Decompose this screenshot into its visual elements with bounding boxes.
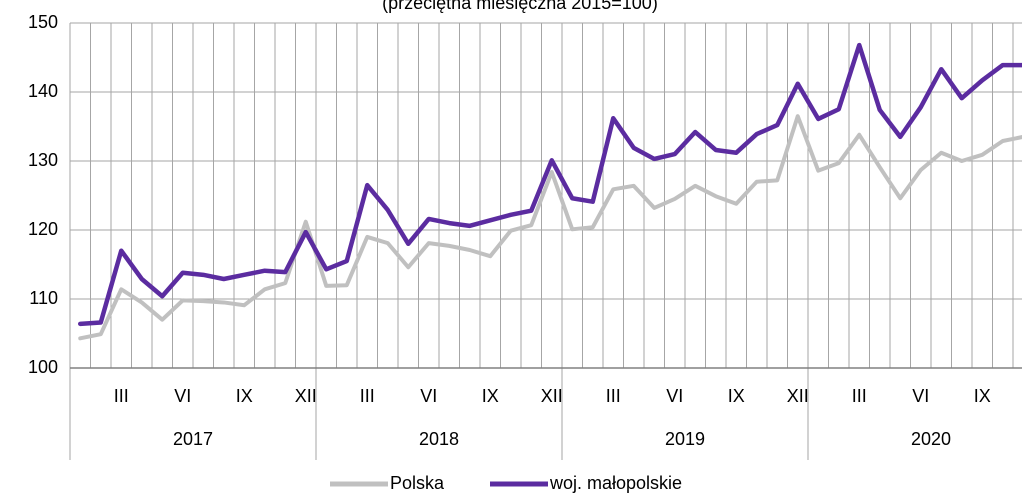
x-tick-label: III [360, 386, 375, 406]
x-tick-label: XII [295, 386, 317, 406]
x-tick-label: III [852, 386, 867, 406]
x-tick-label: III [606, 386, 621, 406]
x-tick-label: XII [787, 386, 809, 406]
y-tick-label: 100 [28, 357, 58, 377]
x-tick-label: VI [420, 386, 437, 406]
y-tick-label: 110 [29, 288, 58, 308]
x-tick-label: IX [482, 386, 499, 406]
y-tick-label: 130 [28, 150, 58, 170]
year-label: 2020 [911, 429, 951, 449]
x-tick-label: VI [174, 386, 191, 406]
x-tick-label: IX [728, 386, 745, 406]
year-label: 2018 [419, 429, 459, 449]
x-tick-label: VI [666, 386, 683, 406]
y-tick-label: 150 [28, 12, 58, 32]
series-line [78, 42, 1022, 327]
x-tick-label: XII [541, 386, 563, 406]
y-tick-label: 140 [28, 81, 58, 101]
x-tick-label: IX [236, 386, 253, 406]
year-label: 2019 [665, 429, 705, 449]
year-label: 2017 [173, 429, 213, 449]
x-tick-label: III [114, 386, 129, 406]
y-tick-label: 120 [28, 219, 58, 239]
legend-label: Polska [390, 473, 445, 493]
x-tick-label: IX [974, 386, 991, 406]
legend-label: woj. małopolskie [549, 473, 682, 493]
chart-subtitle: (przeciętna miesięczna 2015=100) [382, 0, 658, 13]
series-line [78, 114, 1022, 341]
x-tick-label: VI [912, 386, 929, 406]
